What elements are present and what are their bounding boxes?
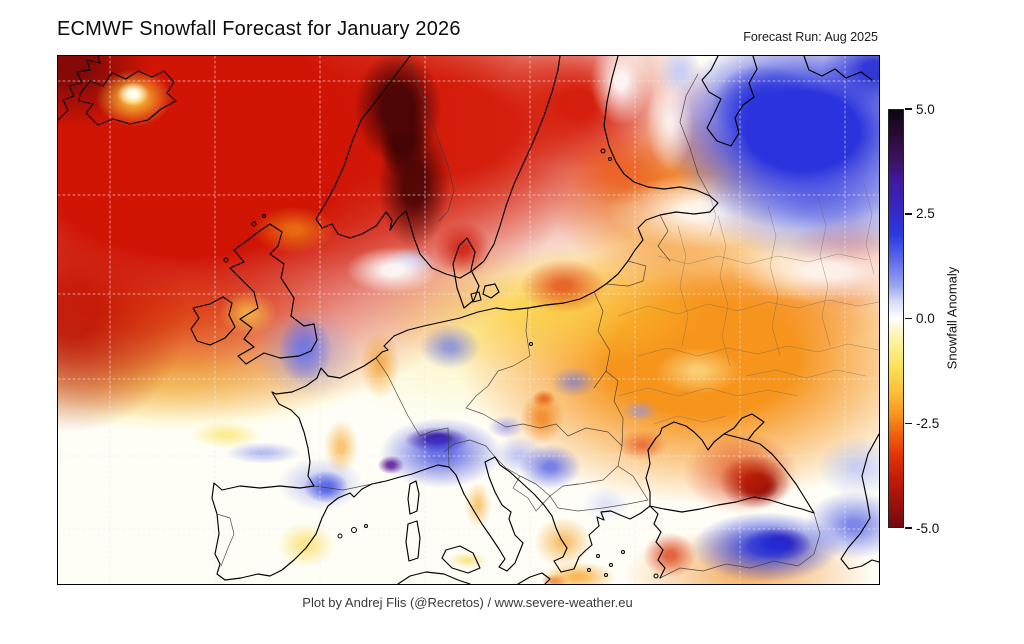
coast-white-sea xyxy=(701,56,873,147)
colorbar-tick: 0.0 xyxy=(905,311,935,327)
tick-mark xyxy=(905,422,912,424)
region-borders xyxy=(617,183,879,425)
tick-mark xyxy=(905,317,912,320)
graticule xyxy=(58,56,879,584)
map-canvas xyxy=(57,55,880,585)
colorbar-gradient xyxy=(888,109,904,528)
tick-mark xyxy=(905,527,912,529)
coast-denmark xyxy=(452,237,500,309)
tick-label: 5.0 xyxy=(916,101,935,117)
tick-mark xyxy=(905,213,912,215)
forecast-run-label: Forecast Run: Aug 2025 xyxy=(743,30,878,44)
colorbar-tick: 5.0 xyxy=(905,101,935,117)
colorbar-tick: 2.5 xyxy=(905,206,935,222)
small-islands xyxy=(223,148,659,579)
colorbar-axis-label: Snowfall Anomaly xyxy=(944,266,960,370)
snowfall-anomaly-field xyxy=(58,56,879,584)
coast-islands-caspian xyxy=(397,433,879,584)
page-title: ECMWF Snowfall Forecast for January 2026 xyxy=(57,18,461,40)
tick-label: 0.0 xyxy=(916,311,935,326)
tick-label: 2.5 xyxy=(916,206,935,222)
coast-scandinavia xyxy=(315,56,561,279)
map-overlay-svg xyxy=(58,56,879,584)
colorbar-ticks: 5.0 2.5 0.0 -2.5 -5.0 xyxy=(905,102,965,536)
coast-iceland xyxy=(78,70,177,126)
colorbar-tick: -5.0 xyxy=(905,520,939,536)
tick-mark xyxy=(905,108,912,110)
coast-greenland xyxy=(58,56,101,121)
coast-mainland-europe xyxy=(211,56,815,581)
colorbar-tick: -2.5 xyxy=(905,415,939,431)
credit-line: Plot by Andrej Flis (@Recretos) / www.se… xyxy=(302,595,633,610)
country-borders xyxy=(216,63,821,579)
coast-ireland xyxy=(190,296,236,346)
coast-great-britain xyxy=(229,223,318,365)
coastlines xyxy=(58,56,879,584)
tick-label: -2.5 xyxy=(916,415,940,431)
tick-label: -5.0 xyxy=(916,520,940,536)
